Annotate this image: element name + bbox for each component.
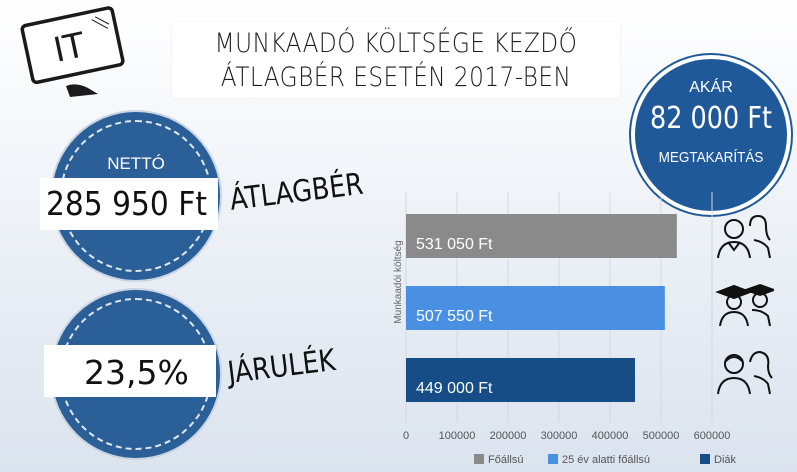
it-logo: IT [14, 2, 134, 102]
legend-label: Főállsú [488, 454, 523, 466]
y-axis-label: Munkaadói költség [393, 240, 404, 323]
net-value: 285 950 Ft [46, 184, 207, 223]
legend-swatch [474, 454, 484, 464]
employer-cost-chart: 531 050 Ft 507 550 Ft 449 000 Ft 0 100000 20… [393, 192, 737, 466]
graduates-icon [715, 283, 774, 327]
legend-swatch [700, 454, 710, 464]
savings-line-1: AKÁR [689, 79, 733, 96]
savings-badge: AKÁR 82 000 Ft MEGTAKARÍTÁS [631, 55, 791, 215]
contribution-label: JÁRULÉK [225, 342, 338, 391]
contribution-value: 23,5% [84, 353, 189, 392]
x-tick-label: 600000 [694, 430, 731, 442]
contribution-value-box: 23,5% [44, 345, 216, 397]
bar [406, 214, 677, 258]
net-label: ÁTLAGBÉR [227, 166, 366, 218]
savings-amount: 82 000 Ft [649, 101, 773, 136]
x-tick-label: 400000 [592, 430, 629, 442]
legend-swatch [548, 454, 558, 464]
title-line-2: ÁTLAGBÉR ESETÉN 2017-BEN [220, 62, 572, 93]
students-icon [717, 350, 773, 395]
x-tick-label: 300000 [541, 430, 578, 442]
title-box: MUNKAADÓ KÖLTSÉGE KEZDŐ ÁTLAGBÉR ESETÉN … [172, 22, 620, 98]
savings-line-3: MEGTAKARÍTÁS [658, 149, 764, 166]
legend-label: Diák [714, 454, 737, 466]
net-value-box: 285 950 Ft [40, 178, 218, 230]
net-caption: NETTÓ [107, 154, 165, 173]
title-line-1: MUNKAADÓ KÖLTSÉGE KEZDŐ [214, 28, 578, 59]
bar-value-label: 507 550 Ft [416, 308, 493, 325]
bar [406, 358, 635, 402]
legend-label: 25 év alatti főállsú [562, 454, 650, 466]
bar-value-label: 531 050 Ft [416, 236, 493, 253]
x-tick-label: 0 [403, 430, 409, 442]
worker-couple-icon [717, 214, 771, 259]
bar-value-label: 449 000 Ft [416, 380, 493, 397]
x-tick-label: 100000 [439, 430, 476, 442]
chart-bar-labels: 531 050 Ft 507 550 Ft 449 000 Ft [416, 236, 493, 397]
chart-legend: Főállsú 25 év alatti főállsú Diák [474, 454, 737, 466]
bar [406, 286, 665, 330]
chart-bars [406, 214, 677, 402]
chart-x-ticks: 0 100000 200000 300000 400000 500000 600000 [403, 430, 730, 442]
x-tick-label: 200000 [490, 430, 527, 442]
monitor-icon [20, 6, 125, 97]
x-tick-label: 500000 [643, 430, 680, 442]
